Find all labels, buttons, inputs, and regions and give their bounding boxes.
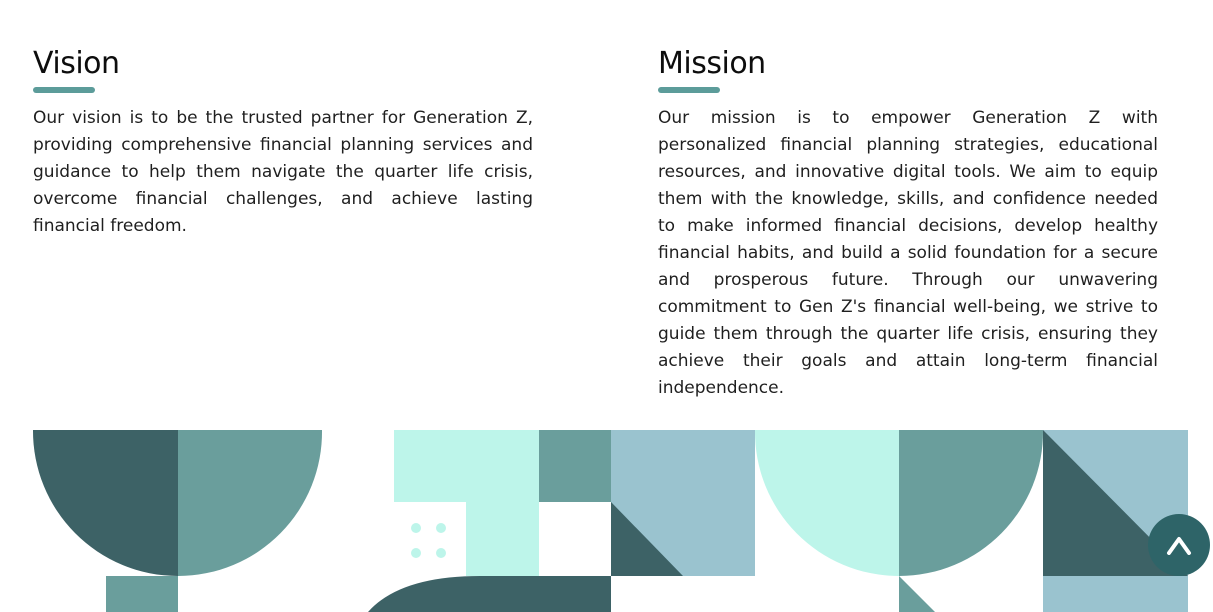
decorative-geometric-pattern: [32, 430, 1188, 612]
teal-square-shape: [539, 430, 611, 502]
mission-heading-underline: [658, 87, 720, 93]
mission-section: Mission Our mission is to empower Genera…: [658, 44, 1158, 402]
back-to-top-button[interactable]: [1148, 514, 1210, 576]
chevron-up-icon: [1167, 537, 1191, 555]
half-circle-dark-shape: [32, 430, 178, 576]
small-square-shape: [106, 576, 178, 612]
vision-heading-underline: [33, 87, 95, 93]
mission-text: Our mission is to empower Generation Z w…: [658, 108, 1158, 398]
vision-section: Vision Our vision is to be the trusted p…: [33, 44, 533, 240]
small-teal-triangle-shape: [899, 576, 935, 612]
bottom-arc-shape: [368, 576, 611, 612]
vision-text: Our vision is to be the trusted partner …: [33, 108, 533, 236]
mission-heading: Mission: [658, 46, 766, 81]
mint-half-circle-shape: [754, 430, 899, 576]
half-circle-mid-shape: [178, 430, 323, 576]
teal-half-circle-shape: [899, 430, 1044, 576]
vision-heading: Vision: [33, 46, 120, 81]
dots-pattern: [411, 523, 446, 558]
dark-triangle-shape: [611, 502, 683, 576]
mint-block-right: [466, 430, 539, 576]
